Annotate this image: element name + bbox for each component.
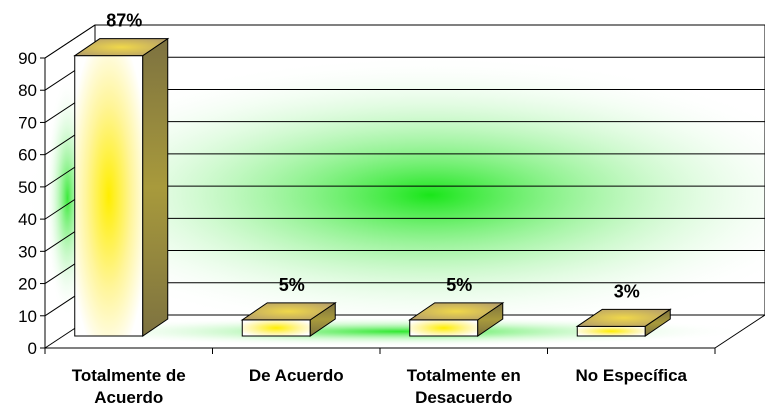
y-axis-tick-labels: 0 10 20 30 40 50 60 70 80 90 bbox=[18, 49, 37, 358]
bar-top bbox=[240, 302, 337, 321]
bar-side bbox=[142, 37, 169, 337]
bar-front bbox=[241, 319, 311, 337]
category-label: Totalmente de Acuerdo bbox=[72, 366, 186, 407]
chart-walls bbox=[14, 25, 765, 348]
y-tick-label: 50 bbox=[18, 178, 37, 197]
bar-front bbox=[74, 55, 144, 337]
y-tick-label: 40 bbox=[18, 210, 37, 229]
y-tick-label: 0 bbox=[28, 339, 37, 358]
bar-front bbox=[576, 325, 646, 337]
back-wall-glow bbox=[14, 55, 765, 335]
category-label: Totalmente en Desacuerdo bbox=[407, 366, 521, 407]
data-label: 3% bbox=[614, 281, 640, 301]
data-label: 5% bbox=[446, 275, 472, 295]
y-tick-label: 10 bbox=[18, 307, 37, 326]
bar-front bbox=[409, 319, 479, 337]
bar-top bbox=[408, 302, 505, 321]
y-tick-label: 90 bbox=[18, 49, 37, 68]
floor-glow bbox=[51, 316, 749, 347]
y-tick-label: 60 bbox=[18, 146, 37, 165]
category-label: No Específica bbox=[576, 366, 688, 385]
y-tick-label: 30 bbox=[18, 242, 37, 261]
side-wall-top-edge bbox=[44, 24, 96, 59]
bars bbox=[73, 37, 672, 337]
y-tick-label: 20 bbox=[18, 275, 37, 294]
category-label: De Acuerdo bbox=[249, 366, 344, 385]
data-labels: 87% 5% 5% 3% bbox=[106, 11, 640, 302]
data-label: 87% bbox=[106, 11, 142, 31]
data-label: 5% bbox=[279, 275, 305, 295]
x-axis-category-labels: Totalmente de Acuerdo De Acuerdo Totalmen… bbox=[72, 366, 688, 407]
wall-outline bbox=[95, 24, 765, 315]
y-tick-label: 80 bbox=[18, 81, 37, 100]
bar-top bbox=[575, 308, 672, 327]
bar-top bbox=[73, 38, 170, 57]
y-tick-label: 70 bbox=[18, 113, 37, 132]
